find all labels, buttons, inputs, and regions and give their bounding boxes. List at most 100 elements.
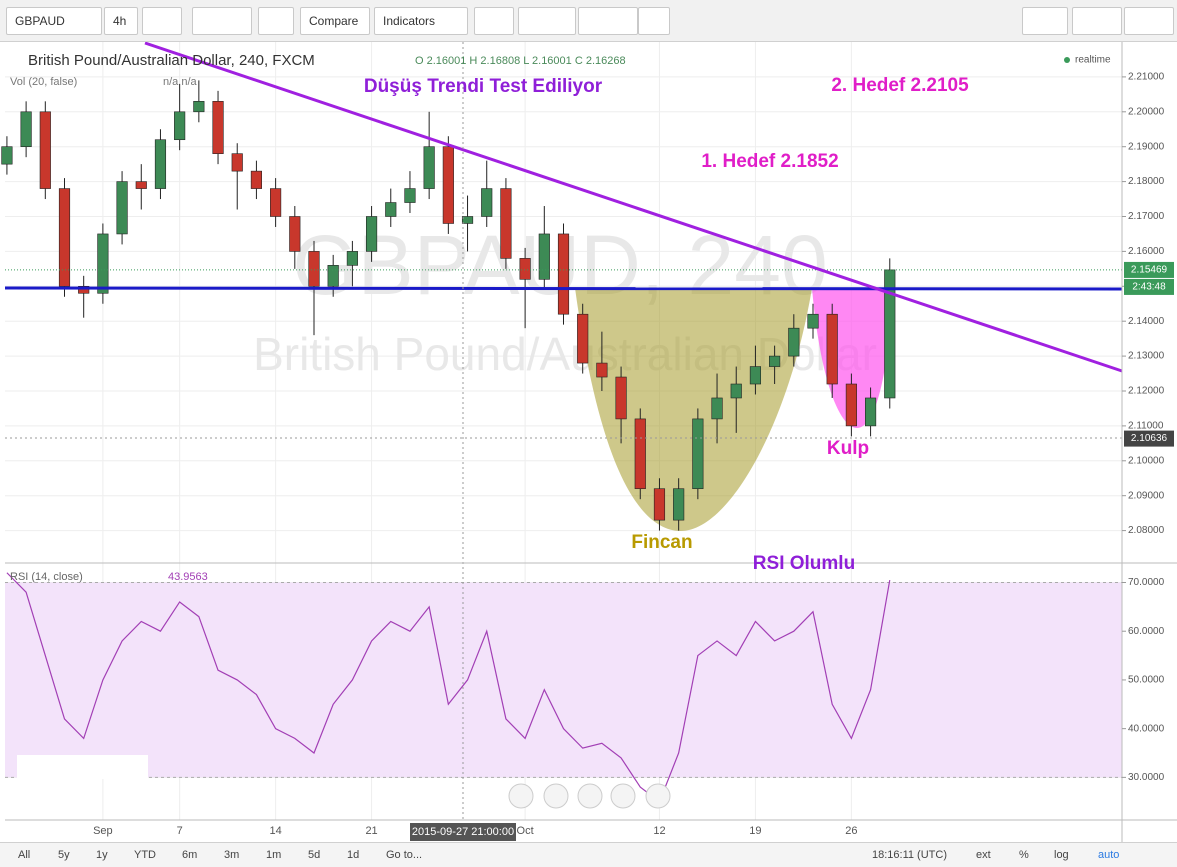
fullscreen-button[interactable] [638, 7, 670, 35]
indicators-button[interactable]: Indicators [374, 7, 468, 35]
candle-body [270, 188, 282, 217]
y-tick-label: 2.08000 [1128, 525, 1165, 536]
y-tick-label: 2.21000 [1128, 72, 1165, 83]
zoom-controls [508, 783, 671, 809]
x-tick-label: Sep [93, 825, 113, 837]
scroll-right[interactable] [645, 783, 671, 809]
candle-body [346, 251, 358, 266]
volume-values: n/a n/a [163, 76, 198, 88]
candle-body [769, 355, 781, 367]
option-button[interactable]: ext [976, 849, 991, 861]
range-button[interactable]: 5d [308, 849, 321, 861]
rsi-band [5, 582, 1122, 778]
range-button[interactable]: 1d [347, 849, 360, 861]
candle-body [289, 216, 301, 252]
y-tick-label: 2.18000 [1128, 176, 1165, 187]
last-price-box [1124, 261, 1174, 278]
symbol-input[interactable]: GBPAUD [6, 7, 102, 35]
candle-body [673, 488, 685, 521]
x-tick-label: 19 [749, 825, 761, 837]
option-button[interactable]: auto [1098, 849, 1120, 861]
crosshair-time: 2015-09-27 21:00:00 [412, 826, 514, 838]
y-tick-label: 30.0000 [1128, 772, 1165, 783]
chart-style-button[interactable] [192, 7, 252, 35]
candle-body [404, 188, 416, 203]
save-button[interactable] [1124, 7, 1174, 35]
candle-body [634, 418, 646, 490]
compare-button[interactable]: Compare [300, 7, 370, 35]
candle-body [154, 139, 167, 189]
candle-body [461, 216, 474, 224]
neckline [4, 286, 1123, 291]
candle-body [58, 188, 71, 287]
y-tick-label: 2.11000 [1128, 421, 1164, 432]
x-tick-label: 26 [845, 825, 857, 837]
annotation: Fincan [631, 532, 692, 553]
x-tick-label: 21 [365, 825, 377, 837]
range-button[interactable]: 1m [266, 849, 282, 861]
menu-button[interactable] [142, 7, 182, 35]
countdown-box [1124, 278, 1174, 295]
ohlc-legend: O 2.16001 H 2.16808 L 2.16001 C 2.16268 [415, 55, 626, 67]
interval-button[interactable]: 4h [104, 7, 138, 35]
x-tick-label: 7 [177, 825, 183, 837]
realtime-dot [1064, 57, 1070, 63]
ideas-button[interactable] [518, 7, 576, 35]
crosshair-price-box [1124, 430, 1174, 447]
candle-body [788, 327, 800, 357]
goto-button[interactable]: Go to... [386, 849, 423, 861]
x-tick-label: 14 [269, 825, 281, 837]
candle-body [231, 153, 243, 172]
crosshair-time-box [410, 823, 516, 841]
x-tick-label: Oct [517, 825, 534, 837]
candle-body [577, 313, 589, 364]
x-tick-label: 12 [653, 825, 665, 837]
candle-body [845, 383, 857, 427]
y-tick-label: 40.0000 [1128, 723, 1165, 734]
candle-body [730, 383, 742, 399]
y-tick-label: 2.20000 [1128, 106, 1165, 117]
option-button[interactable]: log [1054, 849, 1069, 861]
candle-body [692, 418, 704, 490]
load-button[interactable] [1072, 7, 1122, 35]
candle-body [749, 366, 762, 385]
zoom-in[interactable] [610, 783, 636, 809]
range-button[interactable]: 5y [58, 849, 70, 861]
y-tick-label: 2.19000 [1128, 141, 1165, 152]
candle-body [865, 397, 877, 427]
alert-button[interactable] [474, 7, 514, 35]
scroll-left[interactable] [508, 783, 534, 809]
zoom-out[interactable] [543, 783, 569, 809]
realtime-status: realtime [1075, 55, 1111, 66]
candle-body [826, 313, 838, 385]
blank-box [17, 755, 148, 779]
candle-body [557, 233, 570, 315]
y-tick-label: 60.0000 [1128, 626, 1165, 637]
candle-body [807, 313, 819, 329]
color-button[interactable] [1022, 7, 1068, 35]
crosshair-price-label: 2.10636 [1131, 433, 1168, 444]
range-button[interactable]: 6m [182, 849, 198, 861]
candle-body [538, 233, 550, 280]
y-tick-label: 2.16000 [1128, 246, 1165, 257]
option-button[interactable]: % [1019, 849, 1029, 861]
reset[interactable] [577, 783, 603, 809]
range-button[interactable]: YTD [134, 849, 156, 861]
candle-body [116, 181, 128, 235]
candle-body [20, 111, 32, 147]
candle-body [212, 101, 224, 154]
range-button[interactable]: 3m [224, 849, 240, 861]
candle-body [519, 258, 531, 280]
bottom-bar: All 5y 1y YTD 6m 3m 1m 5d 1d Go to... 18… [0, 842, 1177, 867]
undo-redo-button[interactable] [578, 7, 638, 35]
candle-body [884, 269, 896, 399]
candle-body [481, 188, 493, 217]
settings-button[interactable] [258, 7, 294, 35]
countdown-label: 2:43:48 [1132, 282, 1166, 293]
cup-shape [575, 288, 812, 532]
y-tick-label: 2.10000 [1128, 455, 1165, 466]
range-button[interactable]: All [18, 849, 31, 861]
range-button[interactable]: 1y [96, 849, 108, 861]
candle-body [78, 285, 90, 294]
candle-body [327, 265, 339, 287]
